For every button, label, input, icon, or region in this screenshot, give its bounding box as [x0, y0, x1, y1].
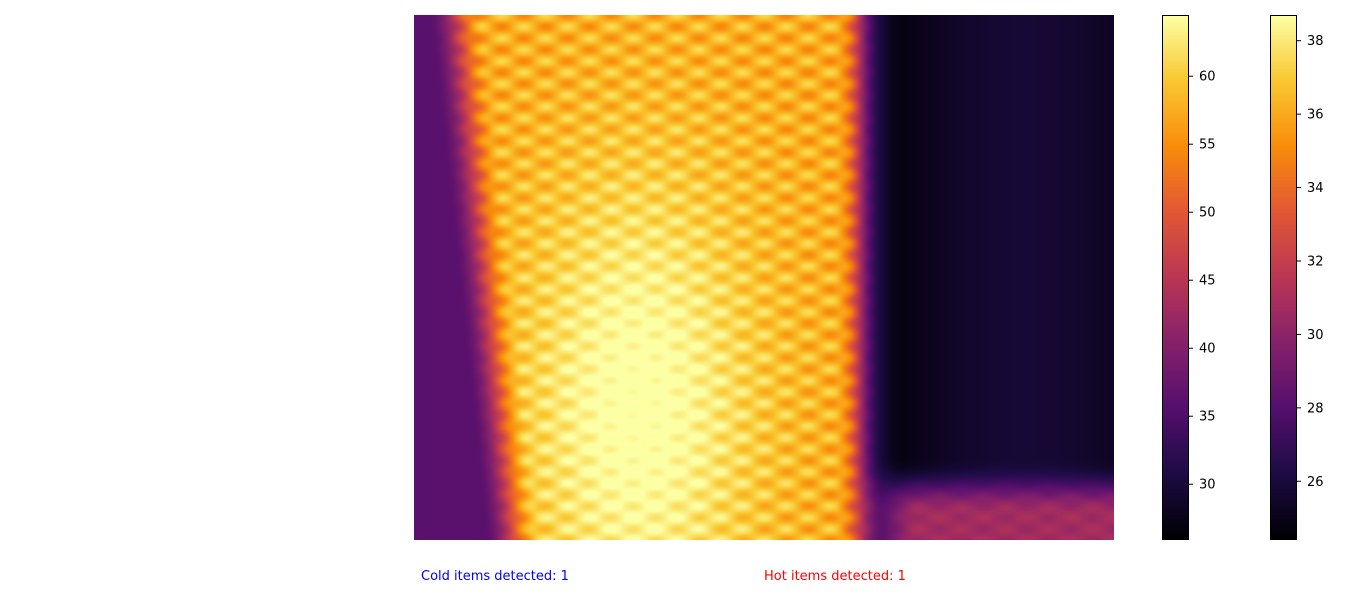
colorbar-secondary-axis: 26 28 30 32 34 36 38: [1297, 34, 1324, 490]
colorbar-secondary-tick-label-2: 30: [1307, 328, 1324, 343]
colorbar-temperature-tick-label-2: 40: [1199, 342, 1216, 357]
colorbar-temperature-tick-label-5: 55: [1199, 138, 1216, 153]
colorbar-temperature-tick-label-3: 45: [1199, 274, 1216, 289]
colorbar-temperature-tick-label-0: 30: [1199, 478, 1216, 493]
colorbar-secondary-tick-label-1: 28: [1307, 401, 1324, 416]
hot-items-status: Hot items detected: 1: [764, 569, 906, 584]
colorbar-temperature-tick-label-6: 60: [1199, 70, 1216, 85]
colorbar-temperature: [1162, 15, 1189, 540]
colorbar-temperature-tick-label-1: 35: [1199, 410, 1216, 425]
colorbar-secondary: [1270, 15, 1297, 540]
colorbar-secondary-tick-label-0: 26: [1307, 475, 1324, 490]
colorbar-secondary-tick-label-3: 32: [1307, 254, 1324, 269]
cold-items-status: Cold items detected: 1: [421, 569, 569, 584]
colorbar-secondary-tick-label-4: 34: [1307, 181, 1324, 196]
thermal-heatmap: [414, 15, 1114, 540]
colorbar-secondary-tick-label-5: 36: [1307, 108, 1324, 123]
colorbar-temperature-tick-label-4: 50: [1199, 206, 1216, 221]
colorbar-secondary-tick-label-6: 38: [1307, 34, 1324, 49]
colorbar-temperature-axis: 30 35 40 45 50 55 60: [1189, 70, 1216, 493]
